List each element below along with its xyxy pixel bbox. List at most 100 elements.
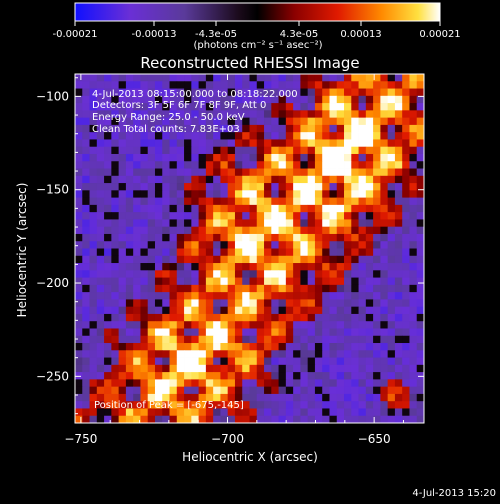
heatmap-cell <box>351 299 359 308</box>
heatmap-cell <box>285 255 294 264</box>
heatmap-cell <box>394 263 403 271</box>
heatmap-cell <box>133 386 141 395</box>
heatmap-cell <box>169 124 178 133</box>
heatmap-cell <box>307 88 316 97</box>
heatmap-cell <box>336 95 345 104</box>
heatmap-cell <box>154 313 163 322</box>
heatmap-cell <box>82 124 90 133</box>
heatmap-cell <box>154 204 163 213</box>
heatmap-cell <box>89 226 98 235</box>
heatmap-cell <box>336 386 345 395</box>
heatmap-cell <box>220 175 229 184</box>
heatmap-cell <box>380 328 389 337</box>
heatmap-cell <box>329 321 338 329</box>
heatmap-cell <box>125 248 134 257</box>
heatmap-cell <box>351 313 359 322</box>
heatmap-cell <box>220 401 229 409</box>
heatmap-cell <box>409 132 418 140</box>
heatmap-cell <box>314 270 323 278</box>
heatmap-cell <box>125 313 134 322</box>
heatmap-cell <box>133 306 141 315</box>
heatmap-cell <box>271 233 279 242</box>
heatmap-cell <box>169 292 178 300</box>
heatmap-cell <box>220 306 229 315</box>
heatmap-cell <box>365 372 374 380</box>
heatmap-cell <box>285 306 294 315</box>
heatmap-cell <box>402 153 410 162</box>
heatmap-cell <box>314 393 323 402</box>
heatmap-cell <box>307 132 316 140</box>
heatmap-cell <box>373 132 381 140</box>
heatmap-cell <box>409 313 418 322</box>
heatmap-cell <box>394 364 403 373</box>
heatmap-cell <box>307 219 316 228</box>
heatmap-cell <box>278 379 287 388</box>
heatmap-cell <box>227 103 236 111</box>
heatmap-cell <box>256 284 265 293</box>
heatmap-cell <box>118 328 127 337</box>
heatmap-cell <box>75 190 83 198</box>
heatmap-cell <box>285 146 294 155</box>
heatmap-cell <box>293 197 301 206</box>
heatmap-cell <box>300 292 309 300</box>
heatmap-cell <box>416 95 424 104</box>
heatmap-cell <box>416 292 424 300</box>
heatmap-cell <box>285 124 294 133</box>
heatmap-cell <box>365 132 374 140</box>
heatmap-cell <box>365 241 374 249</box>
heatmap-cell <box>329 306 338 315</box>
heatmap-cell <box>409 335 418 344</box>
heatmap-cell <box>285 386 294 395</box>
heatmap-cell <box>314 255 323 264</box>
heatmap-cell <box>176 270 185 278</box>
y-tick-label: −250 <box>36 369 69 383</box>
heatmap-cell <box>336 277 345 286</box>
heatmap-cell <box>271 248 279 257</box>
heatmap-cell <box>285 197 294 206</box>
heatmap-cell <box>220 197 229 206</box>
heatmap-cell <box>227 408 236 417</box>
heatmap-cell <box>162 328 170 337</box>
heatmap-cell <box>184 74 192 82</box>
heatmap-cell <box>278 74 287 82</box>
heatmap-cell <box>184 248 192 257</box>
heatmap-cell <box>264 306 272 315</box>
heatmap-cell <box>89 401 98 409</box>
heatmap-cell <box>75 357 83 366</box>
heatmap-cell <box>409 95 418 104</box>
heatmap-cell <box>249 415 258 423</box>
heatmap-cell <box>256 248 265 257</box>
heatmap-cell <box>104 393 112 402</box>
heatmap-cell <box>394 161 403 169</box>
heatmap-cell <box>75 343 83 351</box>
x-axis-label: Heliocentric X (arcsec) <box>182 450 318 464</box>
heatmap-cell <box>125 284 134 293</box>
heatmap-cell <box>133 284 141 293</box>
heatmap-cell <box>344 306 352 315</box>
heatmap-cell <box>264 393 272 402</box>
heatmap-cell <box>402 292 410 300</box>
heatmap-cell <box>227 299 236 308</box>
heatmap-cell <box>402 415 410 423</box>
heatmap-cell <box>89 212 98 220</box>
heatmap-cell <box>125 255 134 264</box>
heatmap-cell <box>205 299 214 308</box>
heatmap-cell <box>118 292 127 300</box>
heatmap-cell <box>285 401 294 409</box>
heatmap-cell <box>104 168 112 177</box>
heatmap-cell <box>162 299 170 308</box>
heatmap-cell <box>329 168 338 177</box>
heatmap-cell <box>176 277 185 286</box>
heatmap-cell <box>278 81 287 89</box>
heatmap-cell <box>242 357 250 366</box>
heatmap-cell <box>249 299 258 308</box>
heatmap-cell <box>140 306 149 315</box>
heatmap-cell <box>373 81 381 89</box>
heatmap-cell <box>111 241 120 249</box>
heatmap-cell <box>147 306 156 315</box>
heatmap-cell <box>402 204 410 213</box>
heatmap-cell <box>293 306 301 315</box>
heatmap-cell <box>394 328 403 337</box>
heatmap-cell <box>394 408 403 417</box>
heatmap-cell <box>373 161 381 169</box>
